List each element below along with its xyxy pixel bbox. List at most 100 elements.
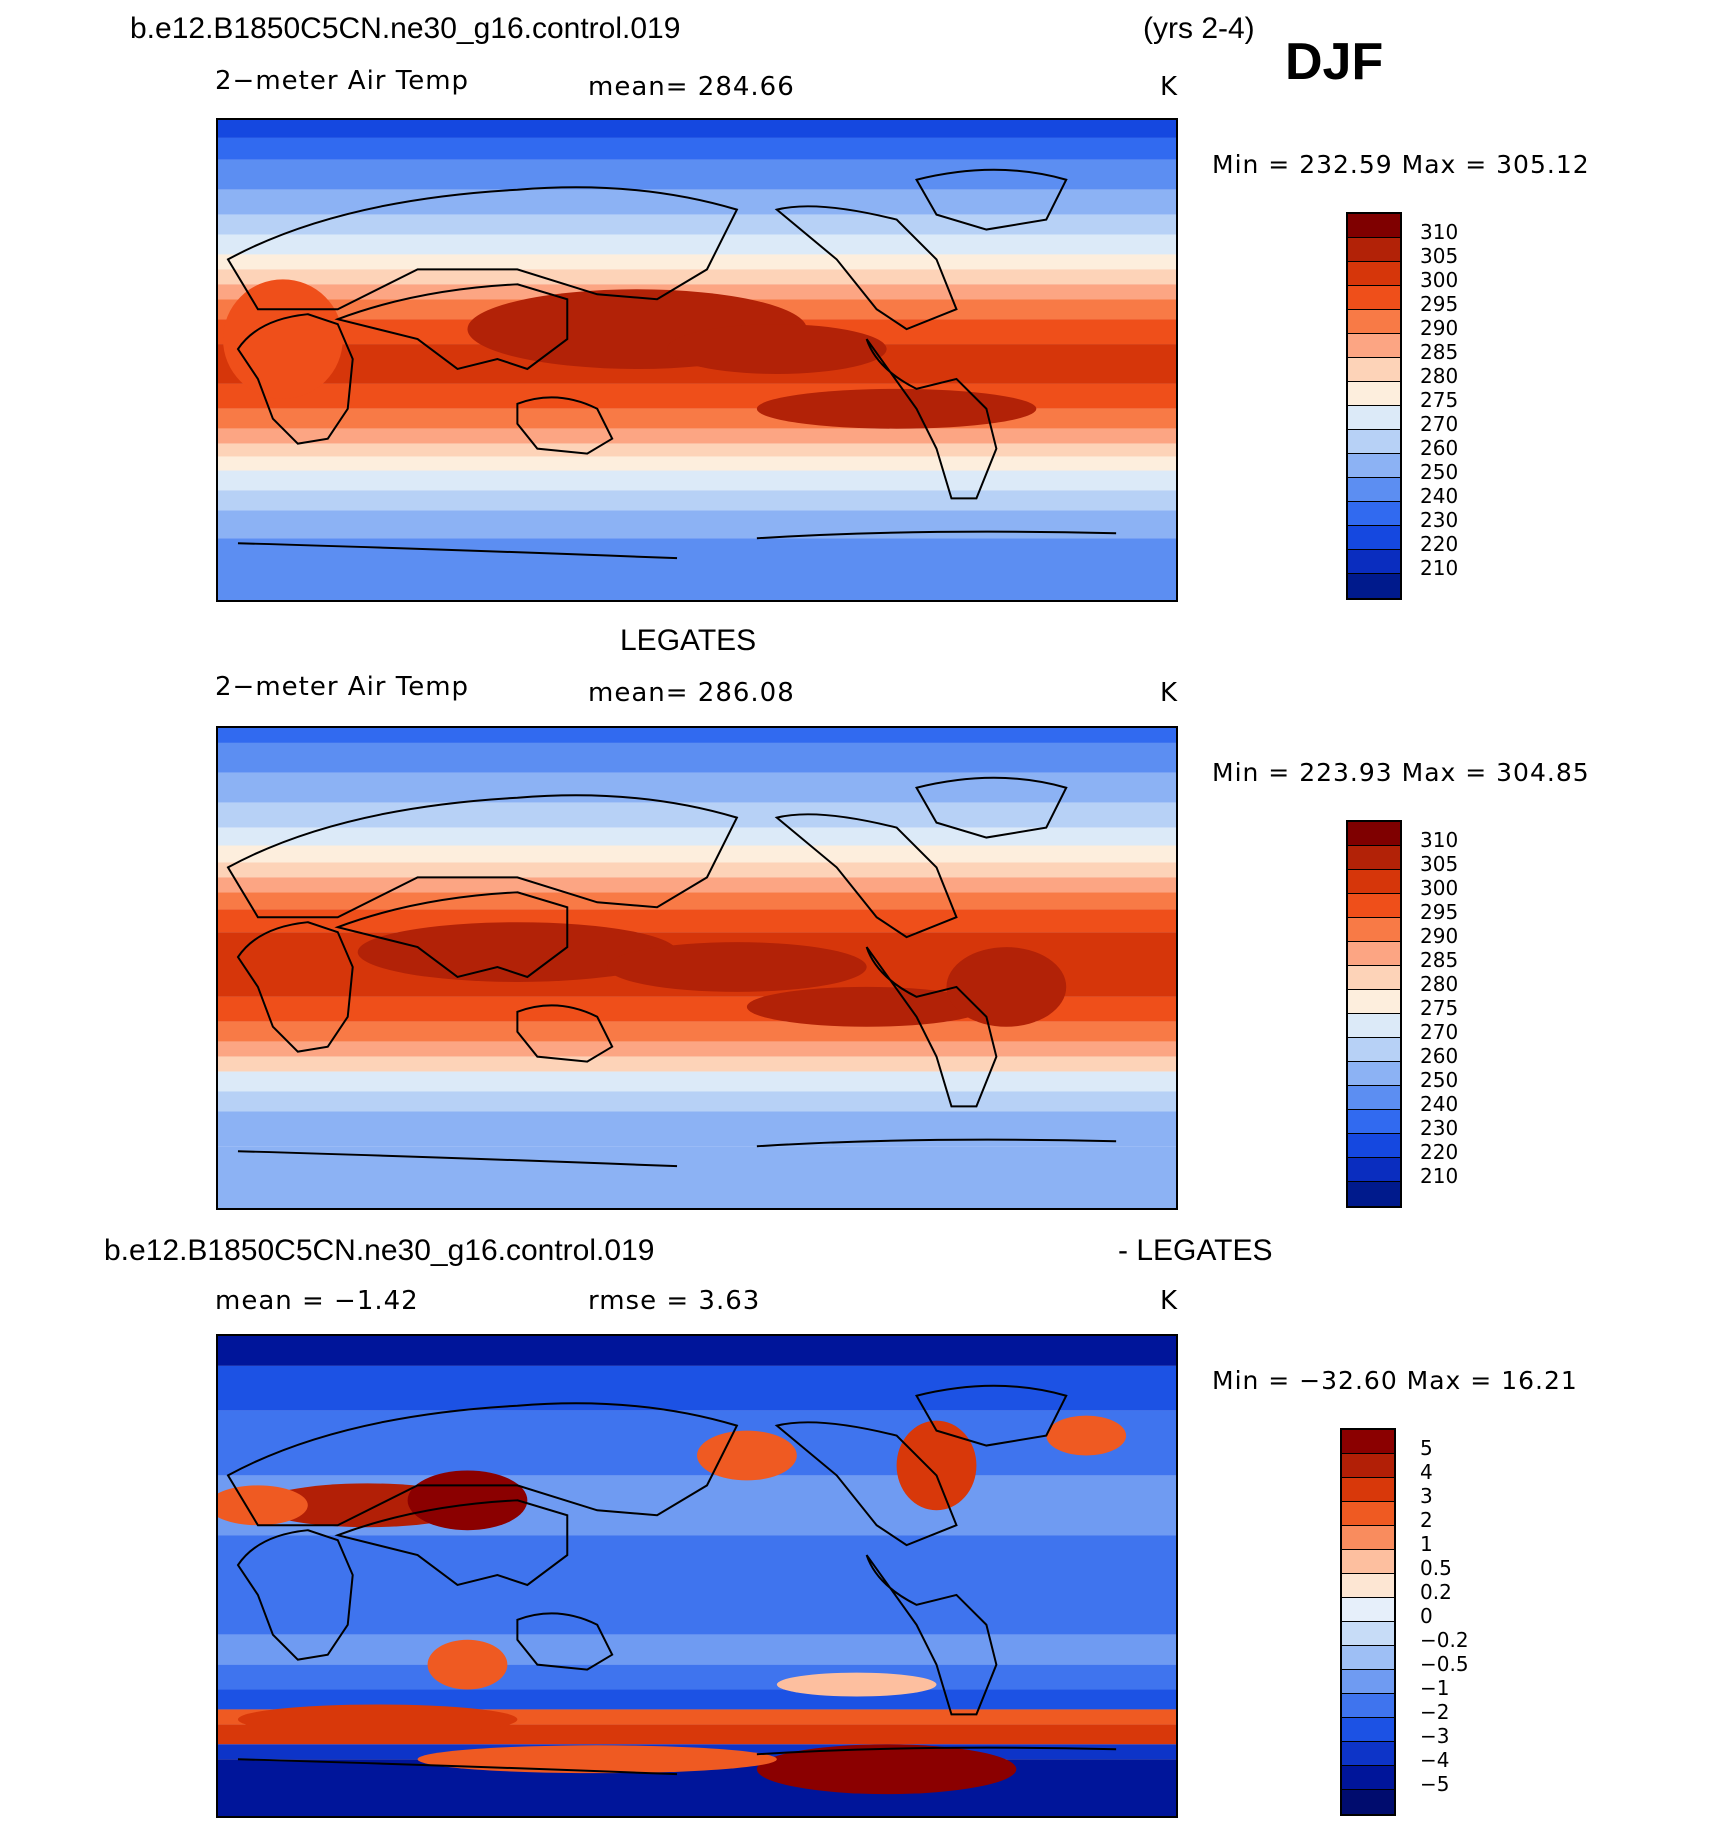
field-band — [218, 1041, 1176, 1057]
panel1-mean: mean= 284.66 — [588, 72, 795, 102]
field-band — [218, 1071, 1176, 1092]
years-label: (yrs 2-4) — [1143, 12, 1255, 45]
field-anomaly — [1046, 1415, 1127, 1456]
field-band — [218, 538, 1176, 600]
field-anomaly — [417, 1745, 777, 1774]
field-anomaly — [776, 1672, 937, 1697]
colorbar-tick-label: −1 — [1420, 1676, 1450, 1700]
field-band — [218, 845, 1176, 863]
panel3-units: K — [1160, 1286, 1179, 1316]
colorbar-swatch — [1348, 358, 1400, 382]
colorbar-tick-label: 310 — [1420, 220, 1459, 244]
colorbar-tick-label: −4 — [1420, 1748, 1450, 1772]
colorbar-tick-label: 3 — [1420, 1484, 1433, 1508]
colorbar-swatch — [1342, 1430, 1394, 1454]
colorbar-swatch — [1348, 1014, 1400, 1038]
panel2-colorbar — [1346, 820, 1402, 1208]
colorbar-tick-label: 2 — [1420, 1508, 1433, 1532]
colorbar-swatch — [1342, 1718, 1394, 1742]
panel3-title-left: b.e12.B1850C5CN.ne30_g16.control.019 — [104, 1234, 655, 1267]
field-band — [218, 510, 1176, 539]
colorbar-swatch — [1342, 1790, 1394, 1814]
coastline — [516, 1004, 614, 1063]
coastline — [236, 1529, 354, 1661]
colorbar-swatch — [1348, 966, 1400, 990]
panel2-units: K — [1160, 678, 1179, 708]
field-band — [218, 1091, 1176, 1112]
panel1-colorbar — [1346, 212, 1402, 600]
colorbar-tick-label: 210 — [1420, 1164, 1459, 1188]
field-anomaly — [746, 986, 987, 1027]
colorbar-tick-label: 280 — [1420, 364, 1459, 388]
field-band — [218, 470, 1176, 491]
field-band — [218, 1146, 1176, 1208]
colorbar-tick-label: 0.2 — [1420, 1580, 1452, 1604]
field-band — [218, 234, 1176, 255]
colorbar-tick-label: 275 — [1420, 996, 1459, 1020]
coastline — [236, 921, 354, 1053]
colorbar-tick-label: 1 — [1420, 1532, 1433, 1556]
coastline — [915, 168, 1068, 231]
coastline — [865, 338, 998, 500]
panel2-title: LEGATES — [620, 624, 757, 657]
colorbar-swatch — [1348, 846, 1400, 870]
colorbar-swatch — [1348, 1086, 1400, 1110]
field-band — [218, 159, 1176, 190]
coastline — [226, 1402, 739, 1527]
field-anomaly — [946, 947, 1067, 1027]
colorbar-swatch — [1342, 1526, 1394, 1550]
colorbar-swatch — [1348, 1134, 1400, 1158]
field-band — [218, 428, 1176, 444]
field-anomaly — [896, 1420, 977, 1511]
colorbar-swatch — [1342, 1598, 1394, 1622]
colorbar-swatch — [1348, 918, 1400, 942]
coastline — [516, 396, 614, 455]
colorbar-swatch — [1342, 1742, 1394, 1766]
field-band — [218, 269, 1176, 285]
colorbar-swatch — [1342, 1502, 1394, 1526]
colorbar-swatch — [1342, 1670, 1394, 1694]
panel1-map — [216, 118, 1178, 602]
field-anomaly — [667, 324, 887, 374]
case-title: b.e12.B1850C5CN.ne30_g16.control.019 — [130, 12, 681, 45]
coastline — [237, 1746, 1117, 1776]
colorbar-swatch — [1342, 1574, 1394, 1598]
colorbar-tick-label: 210 — [1420, 556, 1459, 580]
colorbar-swatch — [1348, 430, 1400, 454]
colorbar-swatch — [1348, 942, 1400, 966]
colorbar-swatch — [1348, 894, 1400, 918]
colorbar-tick-label: 310 — [1420, 828, 1459, 852]
colorbar-tick-label: 250 — [1420, 1068, 1459, 1092]
colorbar-tick-label: 230 — [1420, 1116, 1459, 1140]
coastline — [236, 313, 354, 445]
coastline — [237, 1138, 1117, 1168]
field-anomaly — [357, 922, 678, 982]
coastline — [774, 813, 958, 939]
colorbar-swatch — [1348, 1110, 1400, 1134]
colorbar-swatch — [1348, 502, 1400, 526]
panel3-mean: mean = −1.42 — [215, 1286, 419, 1316]
panel3-rmse: rmse = 3.63 — [588, 1286, 761, 1316]
colorbar-tick-label: 290 — [1420, 924, 1459, 948]
field-band — [218, 284, 1176, 300]
colorbar-tick-label: 305 — [1420, 852, 1459, 876]
coastline — [516, 1612, 614, 1671]
colorbar-tick-label: 275 — [1420, 388, 1459, 412]
panel1-units: K — [1160, 72, 1179, 102]
colorbar-swatch — [1342, 1478, 1394, 1502]
field-band — [218, 1410, 1176, 1476]
colorbar-tick-label: 260 — [1420, 1044, 1459, 1068]
coastline — [915, 776, 1068, 839]
colorbar-swatch — [1348, 1182, 1400, 1206]
panel3-title-right: - LEGATES — [1118, 1234, 1273, 1267]
field-band — [218, 827, 1176, 846]
field-band — [218, 137, 1176, 160]
coastline — [865, 1554, 998, 1716]
colorbar-tick-label: 240 — [1420, 484, 1459, 508]
colorbar-swatch — [1348, 526, 1400, 550]
colorbar-tick-label: 295 — [1420, 292, 1459, 316]
colorbar-swatch — [1348, 574, 1400, 598]
colorbar-swatch — [1348, 1038, 1400, 1062]
colorbar-swatch — [1342, 1766, 1394, 1790]
coastline — [334, 891, 569, 979]
